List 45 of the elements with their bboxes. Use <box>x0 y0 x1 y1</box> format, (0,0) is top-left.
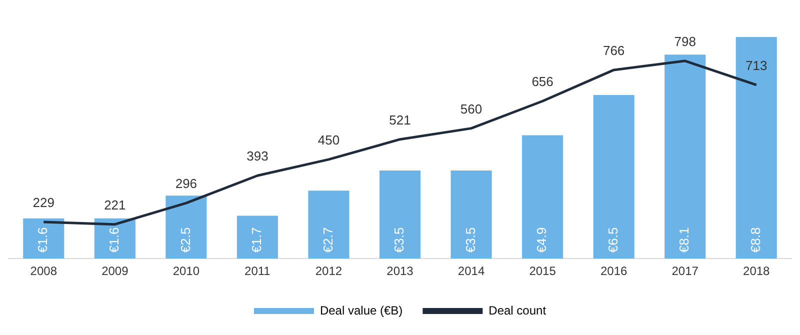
x-tick-label: 2009 <box>102 264 129 278</box>
bar <box>308 190 350 259</box>
data-label: 713 <box>746 58 768 74</box>
x-tick-label: 2011 <box>244 264 271 278</box>
bar <box>236 216 278 259</box>
data-label: €3.5 <box>392 227 407 253</box>
data-label: 766 <box>602 43 625 58</box>
data-label: €6.5 <box>605 227 620 253</box>
bar <box>522 135 564 259</box>
data-label: 229 <box>32 195 54 210</box>
data-label: €4.9 <box>534 227 550 253</box>
data-label: 393 <box>246 148 268 164</box>
bar <box>379 170 421 259</box>
data-label: €3.5 <box>462 227 478 253</box>
legend-label: Deal count <box>488 303 547 318</box>
data-label: 450 <box>318 132 340 148</box>
data-label: 560 <box>460 101 482 116</box>
bar <box>593 94 634 259</box>
data-label: 798 <box>674 34 696 49</box>
data-label: €2.5 <box>178 227 193 253</box>
bar <box>23 218 64 259</box>
data-label: €1.6 <box>35 227 50 253</box>
data-label: €8.8 <box>748 227 763 253</box>
legend-label: Deal value (€B) <box>320 303 403 318</box>
x-tick-label: 2010 <box>172 264 200 278</box>
data-label: €1.7 <box>249 227 264 253</box>
data-label: €2.7 <box>320 227 336 253</box>
x-tick-label: 2014 <box>458 264 485 278</box>
x-tick-label: 2018 <box>743 264 770 278</box>
data-label: 521 <box>389 112 411 128</box>
bar <box>450 170 492 259</box>
data-label: €1.6 <box>106 227 122 253</box>
x-tick-label: 2013 <box>386 264 414 278</box>
x-tick-label: 2015 <box>529 264 556 278</box>
x-tick-label: 2012 <box>315 264 342 278</box>
data-label: 656 <box>532 74 554 90</box>
data-label: 296 <box>175 176 198 192</box>
x-tick-label: 2008 <box>30 264 58 278</box>
bar <box>166 196 207 259</box>
data-label: €8.1 <box>676 227 692 253</box>
x-tick-label: 2017 <box>672 264 699 278</box>
data-label: 221 <box>104 197 126 212</box>
bar <box>736 37 777 259</box>
bar <box>664 54 706 259</box>
x-tick-label: 2016 <box>600 264 628 278</box>
